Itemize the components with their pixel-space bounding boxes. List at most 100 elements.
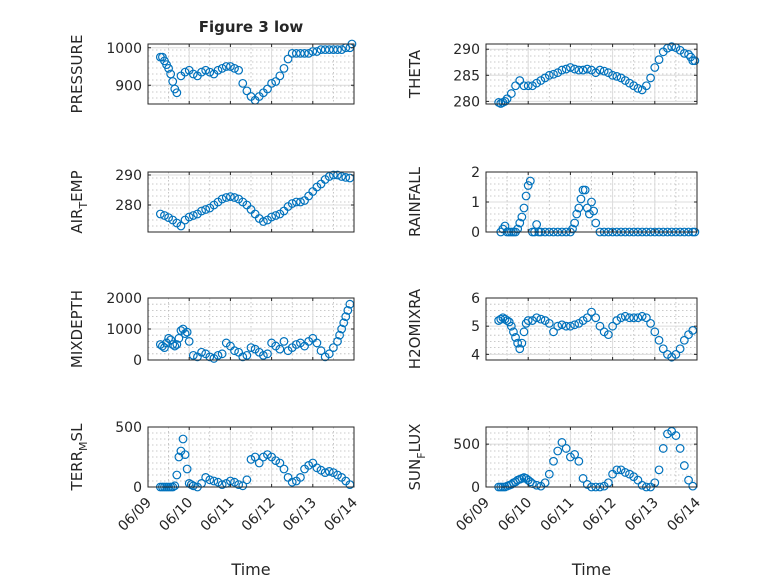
data-point — [271, 211, 281, 220]
data-point — [283, 54, 293, 64]
data-point — [188, 211, 198, 220]
data-point — [182, 464, 192, 474]
y-label-part: SL — [68, 423, 86, 442]
data-point — [213, 350, 223, 360]
x-tick-label: 06/12 — [239, 495, 279, 535]
data-point — [343, 306, 353, 315]
y-label-subscript: T — [77, 202, 90, 210]
data-point — [234, 65, 244, 75]
y-tick-label: 280 — [453, 94, 480, 110]
data-point — [580, 185, 590, 195]
data-point — [633, 313, 643, 323]
data-point — [544, 70, 554, 80]
data-point — [574, 65, 584, 75]
data-point — [553, 321, 563, 331]
data-point — [675, 344, 685, 354]
data-point — [172, 88, 182, 98]
data-point — [566, 321, 575, 331]
data-point — [572, 209, 582, 219]
y-axis-label: H2OMIXRA — [406, 288, 424, 369]
data-point — [637, 480, 647, 490]
data-point — [679, 48, 689, 58]
x-tick-label: 06/12 — [580, 495, 620, 535]
data-point — [553, 446, 563, 456]
subplot-mixdepth: 0 1000 2000 MIXDEPTH — [68, 290, 355, 369]
data-point — [679, 461, 689, 470]
data-point — [549, 69, 558, 79]
data-point — [250, 452, 260, 462]
subplot-pressure: 900 1000 PRESSURE — [68, 35, 357, 114]
data-point — [329, 45, 338, 55]
data-point — [291, 48, 301, 58]
data-point — [578, 65, 588, 75]
data-point — [225, 62, 235, 71]
x-tick-label: 06/09 — [453, 495, 493, 535]
data-point — [591, 313, 601, 323]
data-point — [612, 71, 622, 81]
data-point — [566, 63, 575, 72]
data-point — [654, 335, 664, 345]
axes-box — [485, 43, 698, 105]
data-point — [230, 346, 239, 356]
subplot-h2omixra: 4 5 6 H2OMIXRA — [406, 288, 698, 369]
data-point — [576, 194, 586, 204]
data-point — [205, 67, 215, 77]
y-label-part: AIR — [68, 209, 86, 234]
data-point — [337, 45, 347, 55]
data-point — [287, 199, 297, 208]
x-tick-label: 06/09 — [115, 495, 155, 535]
data-point — [172, 340, 182, 349]
data-point — [279, 63, 289, 73]
data-point — [335, 330, 344, 340]
axes-box — [147, 43, 355, 105]
data-point — [511, 333, 520, 342]
x-tick-label: 06/11 — [538, 495, 578, 535]
data-point — [684, 330, 693, 340]
y-tick-label: 0 — [471, 225, 480, 241]
y-tick-label: 0 — [471, 480, 480, 496]
data-point — [667, 42, 677, 52]
data-point — [506, 89, 516, 98]
data-point — [582, 313, 592, 323]
data-point — [213, 65, 223, 75]
data-point — [646, 73, 655, 83]
data-point — [197, 67, 206, 77]
data-point — [275, 458, 285, 468]
data-point — [509, 327, 518, 337]
data-point — [337, 324, 347, 334]
y-tick-label: 0 — [133, 480, 142, 496]
data-point — [339, 318, 349, 328]
data-point — [296, 473, 305, 482]
data-point — [217, 349, 227, 359]
y-tick-label: 290 — [453, 42, 480, 58]
subplot-theta: 280 285 290 THETA — [406, 42, 700, 110]
data-point — [544, 318, 554, 328]
data-point — [168, 77, 178, 86]
data-point — [188, 69, 198, 79]
data-point — [279, 337, 289, 346]
data-point — [557, 320, 567, 330]
data-point — [176, 221, 186, 231]
data-point — [291, 340, 301, 349]
y-axis-label: PRESSURE — [68, 35, 86, 114]
y-label-part: EMP — [68, 170, 86, 201]
data-point — [532, 220, 542, 229]
data-point — [557, 438, 567, 447]
data-point — [155, 209, 165, 219]
data-point — [333, 337, 342, 346]
subplot-sun-flux: 0 500 SUNFLUX 06/09 06/10 06/11 06/12 06/13 06/1… — [406, 424, 704, 579]
y-label-part: TERR — [68, 451, 86, 492]
data-point — [300, 48, 309, 58]
data-point — [180, 450, 190, 460]
y-label-subscript: F — [415, 452, 428, 458]
data-point — [324, 467, 334, 476]
data-point — [557, 65, 567, 75]
data-point — [500, 221, 510, 231]
data-point — [549, 456, 558, 466]
data-point — [296, 197, 305, 207]
y-tick-label: 500 — [453, 437, 480, 453]
data-point — [201, 205, 211, 214]
y-tick-label: 6 — [471, 291, 480, 307]
data-point — [519, 327, 529, 337]
